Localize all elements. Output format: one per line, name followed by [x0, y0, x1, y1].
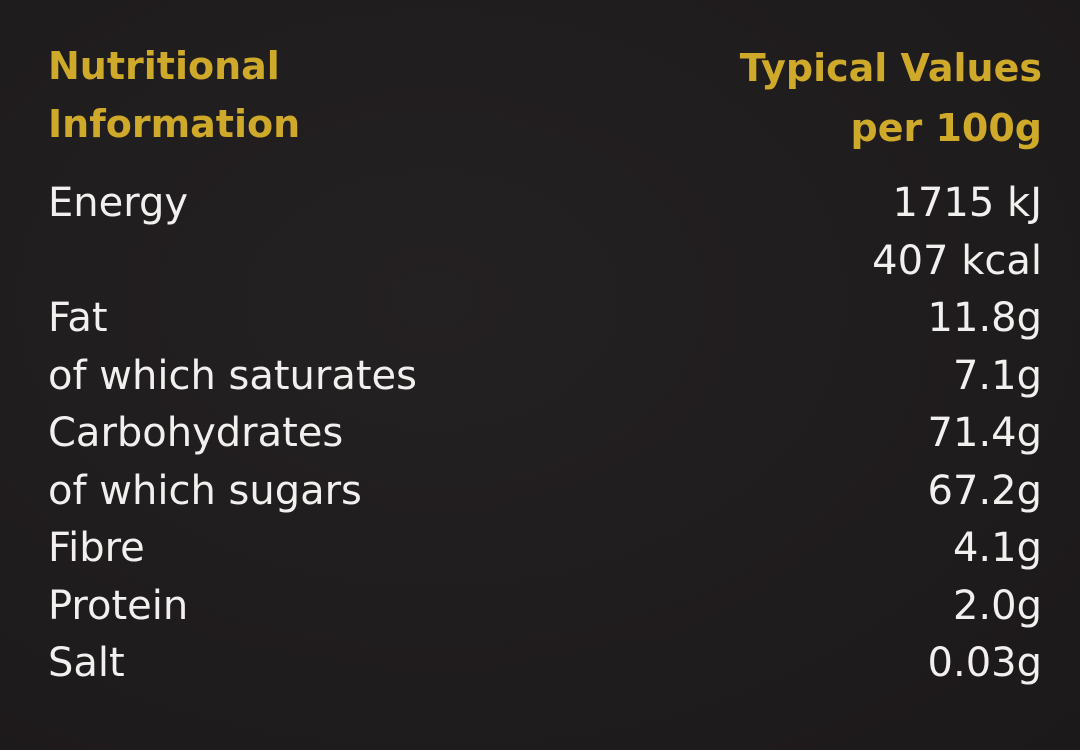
header-unit: Typical Values [739, 46, 1042, 90]
nutrient-value: 2.0g [952, 582, 1042, 629]
nutrient-name: Energy [48, 180, 189, 226]
nutrient-name: Fat [48, 295, 108, 341]
nutrient-value: 7.1g [952, 352, 1042, 399]
nutrient-value: 4.1g [952, 525, 1042, 571]
nutrient-value: 67.2g [927, 467, 1042, 514]
nutrient-value: 0.03g [927, 640, 1042, 686]
nutrient-name: Fibre [48, 525, 145, 571]
nutrient-name: Salt [48, 640, 125, 686]
header-title: Information [48, 102, 301, 146]
nutrient-name: Carbohydrates [48, 410, 344, 456]
nutrient-value: 71.4g [927, 410, 1042, 456]
nutrient-name: Protein [48, 582, 189, 629]
nutrient-name: of which saturates [48, 352, 417, 399]
header-title: Nutritional [48, 44, 280, 88]
nutrient-value: 1715 kJ [892, 180, 1042, 226]
nutrient-value: 407 kcal [872, 237, 1042, 284]
nutrient-value: 11.8g [927, 295, 1042, 341]
header-unit: per 100g [850, 106, 1042, 150]
nutrient-name: of which sugars [48, 467, 362, 514]
